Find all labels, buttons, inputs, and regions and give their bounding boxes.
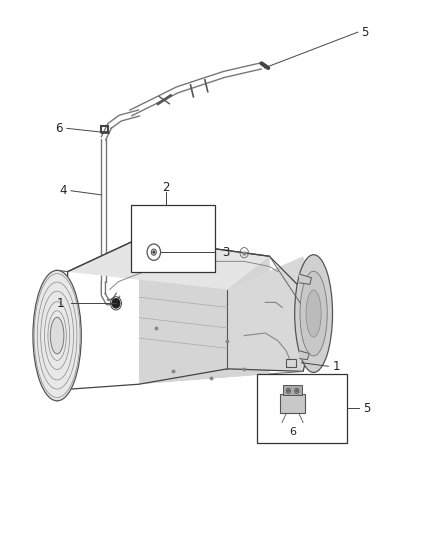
Ellipse shape xyxy=(300,271,327,356)
Polygon shape xyxy=(139,238,269,384)
Polygon shape xyxy=(67,238,269,289)
Text: 3: 3 xyxy=(223,246,230,259)
Bar xyxy=(283,385,302,395)
Polygon shape xyxy=(300,274,311,285)
Bar xyxy=(280,394,305,414)
Ellipse shape xyxy=(50,317,64,354)
Ellipse shape xyxy=(306,290,321,337)
Text: 5: 5 xyxy=(363,402,371,415)
Ellipse shape xyxy=(295,255,332,373)
Polygon shape xyxy=(67,238,269,289)
Circle shape xyxy=(287,390,289,392)
Bar xyxy=(257,374,347,443)
Polygon shape xyxy=(300,351,309,360)
Circle shape xyxy=(296,390,298,392)
Text: 1: 1 xyxy=(57,297,64,310)
Text: 2: 2 xyxy=(162,181,170,193)
Polygon shape xyxy=(227,256,320,372)
Text: 6: 6 xyxy=(55,122,63,135)
Bar xyxy=(286,359,297,367)
Ellipse shape xyxy=(33,270,81,401)
Text: 1: 1 xyxy=(332,360,340,373)
Circle shape xyxy=(153,251,155,253)
Text: 6: 6 xyxy=(289,427,296,437)
Text: 4: 4 xyxy=(59,184,67,197)
Bar xyxy=(131,205,215,272)
Circle shape xyxy=(112,298,120,308)
Text: 5: 5 xyxy=(361,26,368,39)
Polygon shape xyxy=(139,238,269,384)
